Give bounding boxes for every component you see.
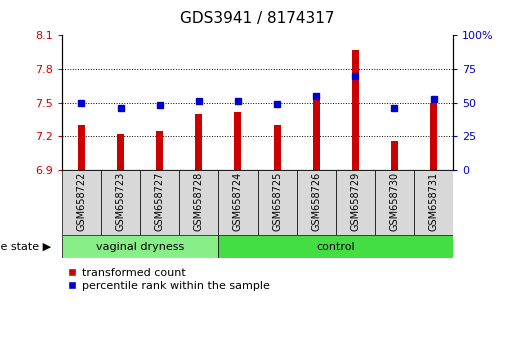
- Bar: [336, 170, 375, 235]
- Text: control: control: [316, 242, 355, 252]
- Text: GSM658729: GSM658729: [350, 172, 360, 231]
- Text: disease state ▶: disease state ▶: [0, 242, 52, 252]
- Bar: [78, 125, 85, 170]
- Bar: [375, 170, 414, 235]
- Text: GSM658727: GSM658727: [154, 172, 165, 231]
- Bar: [234, 112, 242, 170]
- Bar: [258, 170, 297, 235]
- Text: GDS3941 / 8174317: GDS3941 / 8174317: [180, 11, 335, 25]
- Bar: [195, 114, 202, 170]
- Bar: [156, 131, 163, 170]
- Bar: [273, 125, 281, 170]
- Text: GSM658724: GSM658724: [233, 172, 243, 231]
- Bar: [117, 134, 124, 170]
- Legend: transformed count, percentile rank within the sample: transformed count, percentile rank withi…: [67, 268, 270, 291]
- Text: GSM658723: GSM658723: [115, 172, 126, 231]
- Bar: [430, 103, 437, 170]
- Bar: [313, 97, 320, 170]
- Bar: [101, 170, 140, 235]
- Text: GSM658730: GSM658730: [389, 172, 400, 231]
- Bar: [179, 170, 218, 235]
- Text: vaginal dryness: vaginal dryness: [96, 242, 184, 252]
- Text: GSM658722: GSM658722: [76, 172, 87, 231]
- Bar: [62, 170, 101, 235]
- Bar: [297, 170, 336, 235]
- Bar: [218, 170, 258, 235]
- Bar: [62, 235, 218, 258]
- Bar: [391, 141, 398, 170]
- Bar: [414, 170, 453, 235]
- Bar: [140, 170, 179, 235]
- Text: GSM658726: GSM658726: [311, 172, 321, 231]
- Bar: [352, 50, 359, 170]
- Text: GSM658728: GSM658728: [194, 172, 204, 231]
- Bar: [218, 235, 453, 258]
- Text: GSM658725: GSM658725: [272, 172, 282, 231]
- Text: GSM658731: GSM658731: [428, 172, 439, 231]
